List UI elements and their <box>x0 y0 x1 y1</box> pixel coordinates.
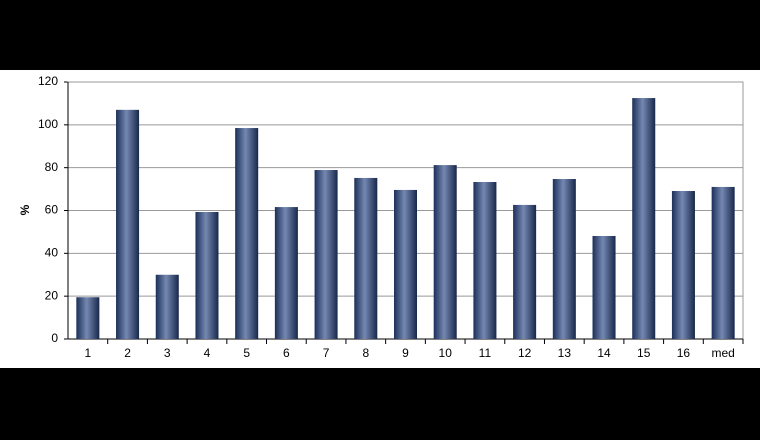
x-tick-label: 15 <box>637 346 651 360</box>
x-tick-label: 11 <box>479 346 492 360</box>
x-tick-label: 14 <box>597 346 611 360</box>
x-tick-label: 9 <box>402 346 409 360</box>
bar <box>354 177 378 339</box>
bar <box>314 170 338 339</box>
y-tick-label: 20 <box>45 288 59 302</box>
y-axis-label: % <box>18 204 32 215</box>
bar <box>513 204 537 339</box>
bar <box>552 179 576 339</box>
bar <box>592 235 616 339</box>
x-tick-label: 5 <box>243 346 250 360</box>
y-tick-label: 100 <box>38 117 58 131</box>
bar <box>433 165 457 339</box>
bar <box>116 109 140 339</box>
x-tick-label: 6 <box>283 346 290 360</box>
x-tick-label: 16 <box>677 346 691 360</box>
bar <box>235 128 259 339</box>
y-tick-label: 40 <box>45 246 59 260</box>
bar <box>274 207 298 339</box>
bar <box>76 297 100 339</box>
bar <box>632 98 656 339</box>
bar <box>155 274 179 339</box>
x-tick-label: 3 <box>164 346 171 360</box>
y-tick-label: 120 <box>38 74 58 88</box>
x-tick-label: 13 <box>558 346 572 360</box>
y-tick-label: 80 <box>45 160 59 174</box>
x-tick-label: med <box>711 346 734 360</box>
y-tick-label: 0 <box>51 331 58 345</box>
x-tick-label: 1 <box>85 346 92 360</box>
y-tick-label: 60 <box>45 203 59 217</box>
x-tick-label: 8 <box>362 346 369 360</box>
x-tick-label: 12 <box>518 346 532 360</box>
bar <box>711 186 735 339</box>
x-tick-label: 2 <box>124 346 131 360</box>
x-tick-label: 4 <box>204 346 211 360</box>
x-tick-label: 10 <box>439 346 453 360</box>
bar <box>393 189 418 339</box>
bar <box>671 191 695 339</box>
bar <box>473 182 497 339</box>
x-tick-label: 7 <box>323 346 330 360</box>
bar <box>195 211 219 339</box>
